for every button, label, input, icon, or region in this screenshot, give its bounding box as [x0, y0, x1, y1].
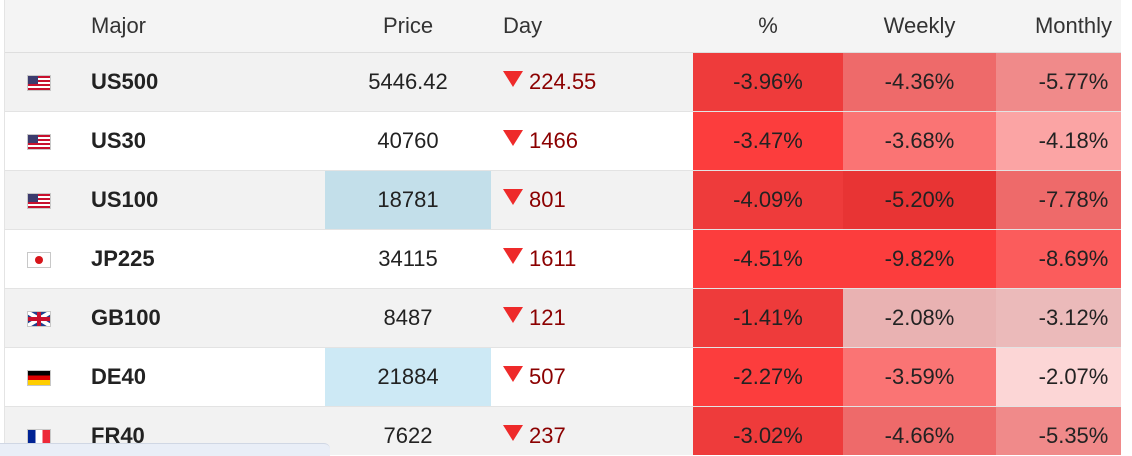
table-row[interactable]: JP225 34115 1611 -4.51% -9.82% -8.69%	[5, 229, 1121, 289]
market-table-frame: Major Price Day % Weekly Monthly US500 5…	[4, 0, 1121, 455]
flag-cell	[5, 111, 73, 171]
day-change-value: 237	[529, 423, 566, 448]
monthly-change-cell: -2.07%	[996, 347, 1121, 407]
monthly-column-header[interactable]: Monthly	[996, 0, 1121, 53]
table-row[interactable]: US500 5446.42 224.55 -3.96% -4.36% -5.77…	[5, 52, 1121, 112]
day-change-value: 507	[529, 364, 566, 389]
weekly-column-header[interactable]: Weekly	[843, 0, 996, 53]
table-row[interactable]: US30 40760 1466 -3.47% -3.68% -4.18%	[5, 111, 1121, 171]
price-cell: 34115	[325, 229, 491, 289]
weekly-change-cell: -4.36%	[843, 52, 996, 112]
down-triangle-icon	[503, 130, 523, 146]
weekly-change-cell: -3.68%	[843, 111, 996, 171]
monthly-change-cell: -4.18%	[996, 111, 1121, 171]
day-change-cell: 1611	[491, 229, 693, 289]
down-triangle-icon	[503, 189, 523, 205]
weekly-change-cell: -3.59%	[843, 347, 996, 407]
flag-cell	[5, 229, 73, 289]
market-table: Major Price Day % Weekly Monthly US500 5…	[5, 0, 1121, 455]
percent-change-cell: -3.47%	[693, 111, 843, 171]
percent-change-cell: -2.27%	[693, 347, 843, 407]
table-row[interactable]: DE40 21884 507 -2.27% -3.59% -2.07%	[5, 347, 1121, 407]
price-cell: 40760	[325, 111, 491, 171]
uk-flag-icon	[27, 311, 51, 328]
down-triangle-icon	[503, 307, 523, 323]
germany-flag-icon	[27, 370, 51, 387]
down-triangle-icon	[503, 425, 523, 441]
day-change-cell: 507	[491, 347, 693, 407]
us-flag-icon	[27, 75, 51, 92]
table-header-row: Major Price Day % Weekly Monthly	[5, 0, 1121, 53]
day-change-cell: 801	[491, 170, 693, 230]
day-column-header[interactable]: Day	[491, 0, 693, 53]
day-change-value: 1466	[529, 128, 578, 153]
day-change-value: 224.55	[529, 69, 597, 94]
monthly-change-cell: -3.12%	[996, 288, 1121, 348]
percent-column-header[interactable]: %	[693, 0, 843, 53]
flag-cell	[5, 288, 73, 348]
monthly-change-cell: -5.35%	[996, 406, 1121, 455]
flag-cell	[5, 170, 73, 230]
day-change-value: 801	[529, 187, 566, 212]
price-cell: 7622	[325, 406, 491, 455]
table-row[interactable]: US100 18781 801 -4.09% -5.20% -7.78%	[5, 170, 1121, 230]
day-change-cell: 121	[491, 288, 693, 348]
table-row[interactable]: GB100 8487 121 -1.41% -2.08% -3.12%	[5, 288, 1121, 348]
down-triangle-icon	[503, 71, 523, 87]
us-flag-icon	[27, 134, 51, 151]
day-change-cell: 1466	[491, 111, 693, 171]
major-column-header[interactable]: Major	[73, 0, 325, 53]
price-cell: 8487	[325, 288, 491, 348]
weekly-change-cell: -5.20%	[843, 170, 996, 230]
weekly-change-cell: -9.82%	[843, 229, 996, 289]
symbol-cell[interactable]: JP225	[73, 229, 325, 289]
symbol-cell[interactable]: GB100	[73, 288, 325, 348]
symbol-cell[interactable]: US100	[73, 170, 325, 230]
percent-change-cell: -1.41%	[693, 288, 843, 348]
percent-change-cell: -4.51%	[693, 229, 843, 289]
symbol-cell[interactable]: US30	[73, 111, 325, 171]
percent-change-cell: -3.02%	[693, 406, 843, 455]
weekly-change-cell: -2.08%	[843, 288, 996, 348]
monthly-change-cell: -7.78%	[996, 170, 1121, 230]
symbol-cell[interactable]: US500	[73, 52, 325, 112]
day-change-cell: 224.55	[491, 52, 693, 112]
partial-tooltip-panel	[0, 443, 330, 456]
monthly-change-cell: -8.69%	[996, 229, 1121, 289]
monthly-change-cell: -5.77%	[996, 52, 1121, 112]
flag-cell	[5, 52, 73, 112]
symbol-cell[interactable]: DE40	[73, 347, 325, 407]
flag-cell	[5, 347, 73, 407]
down-triangle-icon	[503, 248, 523, 264]
japan-flag-icon	[27, 252, 51, 269]
price-column-header[interactable]: Price	[325, 0, 491, 53]
price-cell: 5446.42	[325, 52, 491, 112]
flag-column-header	[5, 0, 73, 53]
day-change-cell: 237	[491, 406, 693, 455]
down-triangle-icon	[503, 366, 523, 382]
price-cell: 21884	[325, 347, 491, 407]
us-flag-icon	[27, 193, 51, 210]
percent-change-cell: -3.96%	[693, 52, 843, 112]
day-change-value: 1611	[529, 246, 577, 271]
percent-change-cell: -4.09%	[693, 170, 843, 230]
price-cell: 18781	[325, 170, 491, 230]
weekly-change-cell: -4.66%	[843, 406, 996, 455]
day-change-value: 121	[529, 305, 566, 330]
